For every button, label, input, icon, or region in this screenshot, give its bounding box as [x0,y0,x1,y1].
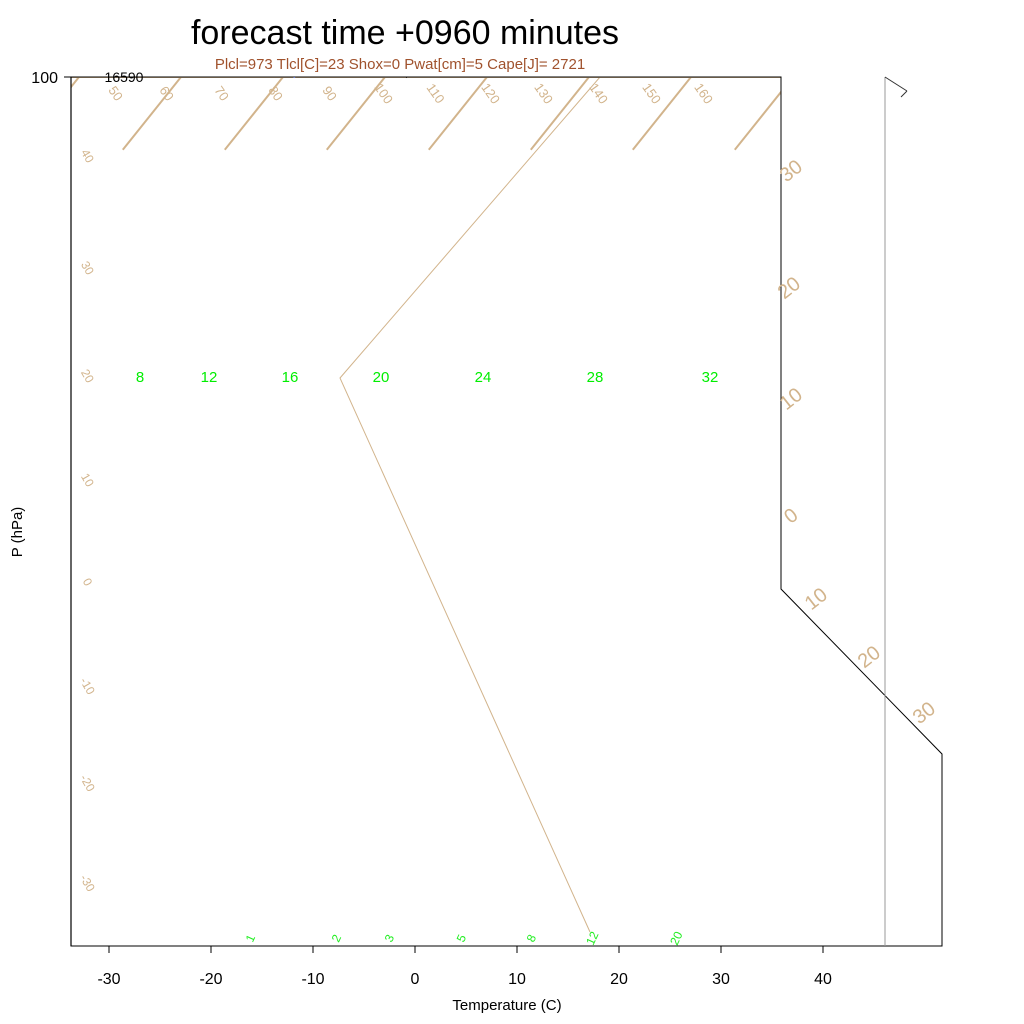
mixing-ratio-label: 12 [583,929,601,947]
isotherm-label: 20 [774,273,805,304]
isotherm-line [836,77,942,151]
x-tick-label: -10 [301,971,324,988]
dry-adiabat-label: 80 [265,83,286,103]
mixing-ratio-label: 20 [667,929,685,947]
dry-adiabat-label: 150 [639,80,664,106]
x-tick-label: 40 [814,971,832,988]
dry-adiabat-label: 50 [105,83,126,103]
dry-adiabat-line [652,77,942,78]
chart-title: forecast time +0960 minutes [191,14,619,52]
dry-adiabat-line [705,77,942,78]
dry-adiabat-label: 100 [371,80,396,106]
isotherm-label-left: 10 [78,471,97,490]
wind-barb [884,76,908,98]
dry-adiabat-label: 90 [319,83,340,103]
moist-adiabat-label: 28 [587,369,604,386]
pressure-tick-label: 100 [31,70,58,87]
dry-adiabat-label: 110 [424,81,448,107]
isotherm-label: 10 [776,384,807,415]
mixing-ratio-label: 8 [524,932,540,944]
mixing-ratio-label: 5 [454,932,470,944]
x-tick-label: -30 [97,971,120,988]
moist-adiabat-label: 16 [282,369,299,386]
chart-labels: 1001659015014132200123482501090430096674… [31,69,940,988]
plot-border [70,76,943,947]
height-label: 16590 [105,69,144,85]
isotherm-label: 0 [780,504,802,528]
moist-adiabat-label: 8 [136,369,144,386]
x-tick-label: 20 [610,971,628,988]
isotherm-label-left: 20 [78,367,97,386]
isotherm-label-left: -30 [77,872,98,894]
x-axis-label: Temperature (C) [452,997,561,1014]
isotherm-line [938,77,942,151]
x-tick-label: 30 [712,971,730,988]
background-lines [71,77,942,933]
wind-profile [884,76,908,946]
isotherm-line [734,77,942,151]
mixing-ratio-label: 1 [243,932,259,944]
x-tick-label: 0 [411,971,420,988]
moist-adiabat-label: 24 [475,369,492,386]
moist-adiabat-label: 32 [702,369,719,386]
isotherm-label-left: 40 [78,147,97,166]
chart-subtitle: Plcl=973 Tlcl[C]=23 Shox=0 Pwat[cm]=5 Ca… [215,56,585,73]
isotherm-label-left: 0 [80,576,96,589]
mixing-ratio-label: 3 [382,932,398,944]
isotherm-label: 30 [776,156,807,187]
dry-adiabat-label: 160 [691,80,716,106]
isotherm-label: 10 [801,584,832,615]
dry-adiabat-line [547,77,942,78]
isotherm-label-left: -10 [77,675,98,697]
isotherm-label-left: 30 [78,259,97,278]
dry-adiabat-label: 130 [531,80,556,106]
dry-adiabat-label: 60 [156,83,177,103]
parcel-reference-line [339,77,601,933]
moist-adiabat-label: 20 [373,369,390,386]
plot-frame [70,76,943,947]
isotherm-label-left: -20 [77,772,98,794]
mixing-ratio-label: 2 [329,932,345,944]
dry-adiabat-line [599,77,942,78]
moist-adiabat-label: 12 [201,369,218,386]
x-tick-label: -20 [199,971,222,988]
dry-adiabat-label: 70 [211,83,232,103]
y-axis-label: P (hPa) [9,507,26,558]
dry-adiabat-label: 140 [586,80,611,106]
x-tick-label: 10 [508,971,526,988]
isotherm-line [632,77,942,151]
